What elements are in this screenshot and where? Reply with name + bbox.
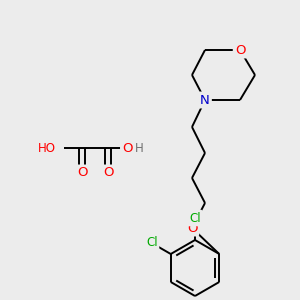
Text: N: N [200,94,210,106]
Text: O: O [122,142,133,154]
Text: O: O [77,167,87,179]
Text: Cl: Cl [146,236,158,250]
Text: O: O [103,167,113,179]
Text: O: O [235,44,245,56]
Text: Cl: Cl [189,212,201,224]
Text: H: H [135,142,144,154]
Text: O: O [187,221,197,235]
Text: HO: HO [38,142,56,154]
